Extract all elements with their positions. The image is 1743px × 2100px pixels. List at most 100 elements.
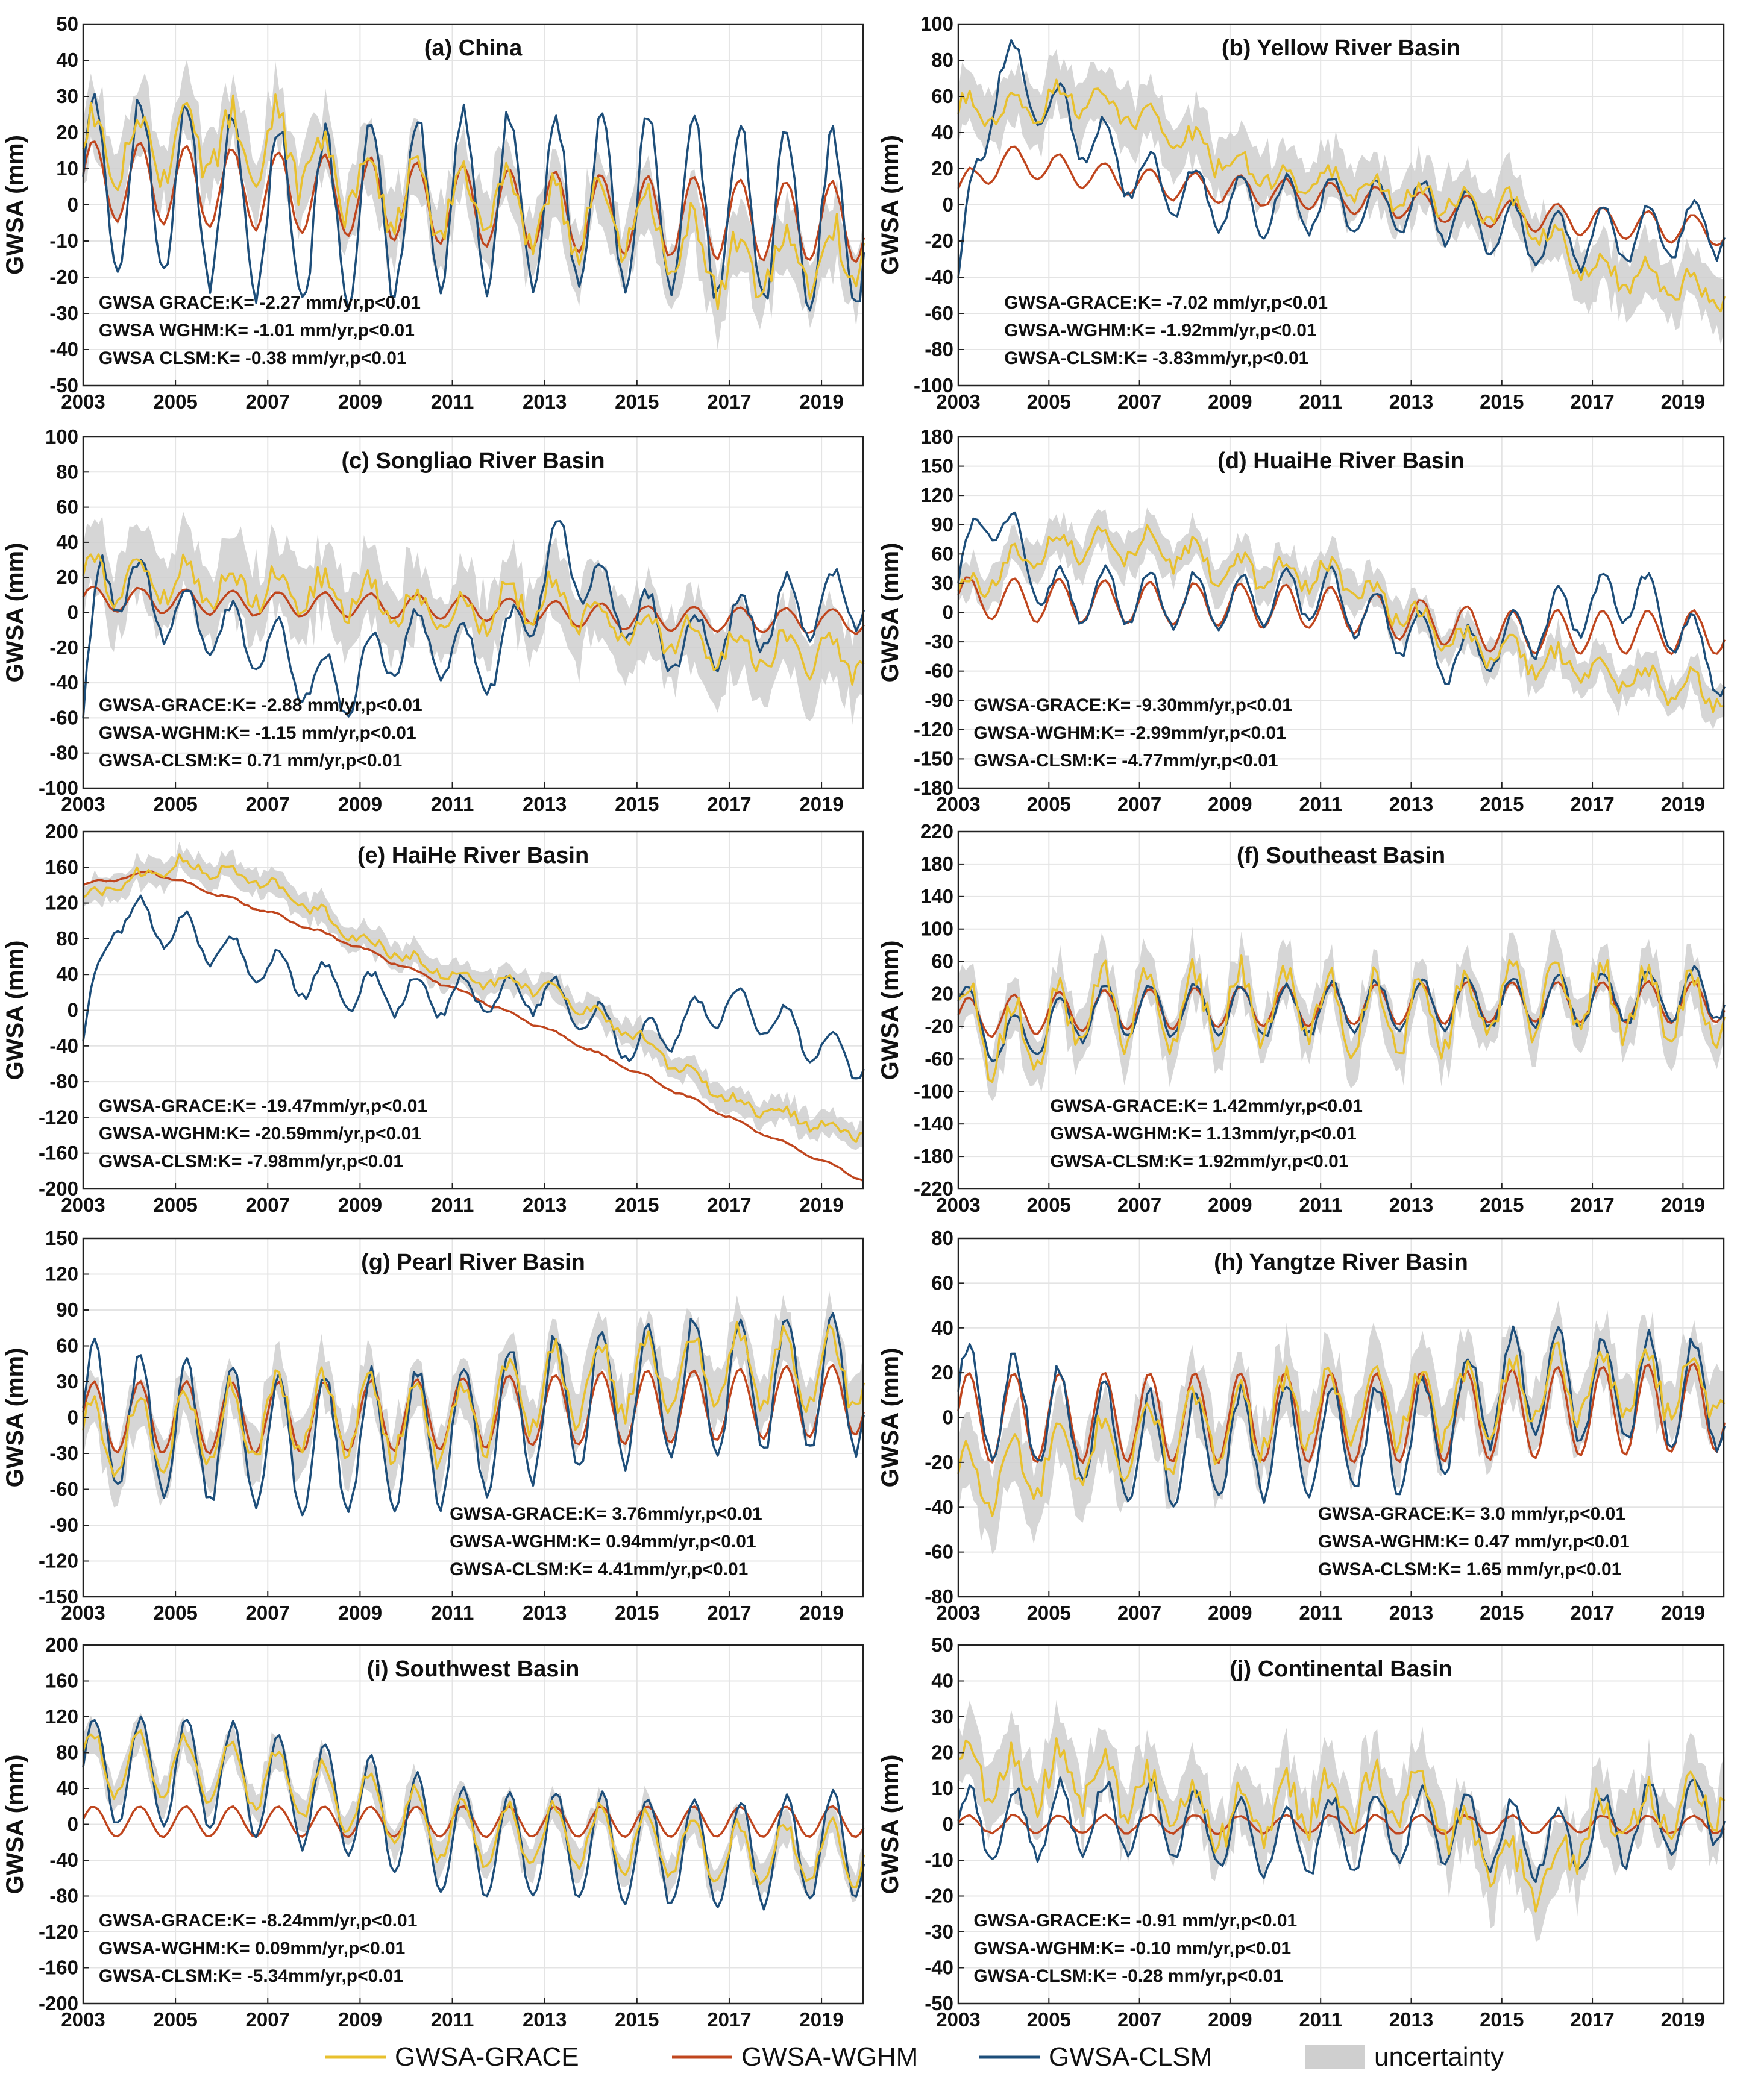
trend-annotations: GWSA-GRACE:K= -19.47mm/yr,p<0.01 GWSA-WGH… — [99, 1096, 427, 1171]
x-axis: 2003 2005 2007 2009 2011 2013 2015 2017 2019 — [61, 782, 844, 815]
x-tick-label: 2003 — [936, 2008, 980, 2031]
y-tick-label: -60 — [925, 1541, 953, 1563]
x-axis: 2003 2005 2007 2009 2011 2013 2015 2017 2019 — [61, 1183, 844, 1216]
y-tick-label: -100 — [914, 374, 953, 396]
y-tick-label: 10 — [931, 1777, 953, 1799]
y-tick-label: 30 — [56, 1370, 78, 1393]
x-tick-label: 2011 — [1299, 1194, 1342, 1216]
trend-annotation: GWSA-CLSM:K= 0.71 mm/yr,p<0.01 — [99, 751, 403, 771]
trend-annotation: GWSA-WGHM:K= 0.47 mm/yr,p<0.01 — [1318, 1532, 1630, 1552]
y-tick-label: 0 — [68, 1813, 78, 1835]
x-tick-label: 2019 — [1661, 1602, 1705, 1624]
x-tick-label: 2015 — [615, 1194, 659, 1216]
x-tick-label: 2019 — [799, 793, 843, 815]
y-axis-label: GWSA (mm) — [2, 1348, 28, 1488]
x-tick-label: 2009 — [1208, 1602, 1252, 1624]
y-axis-label: GWSA (mm) — [2, 135, 28, 275]
x-tick-label: 2013 — [523, 1194, 567, 1216]
panel-title: (b) Yellow River Basin — [1222, 36, 1460, 61]
panel-title: (e) HaiHe River Basin — [357, 843, 589, 868]
trend-annotation: GWSA-GRACE:K= -19.47mm/yr,p<0.01 — [99, 1096, 427, 1116]
y-tick-label: 150 — [920, 455, 953, 477]
x-tick-label: 2013 — [1389, 1194, 1433, 1216]
trend-annotations: GWSA-GRACE:K= 3.76mm/yr,p<0.01 GWSA-WGHM:… — [450, 1504, 762, 1579]
y-tick-label: 60 — [56, 496, 78, 518]
y-tick-label: 30 — [56, 85, 78, 107]
y-tick-label: -40 — [49, 1849, 78, 1871]
y-tick-label: -40 — [925, 1957, 953, 1979]
panel-title: (h) Yangtze River Basin — [1214, 1250, 1468, 1275]
y-tick-label: 40 — [56, 531, 78, 553]
x-tick-label: 2015 — [615, 1602, 659, 1624]
x-tick-label: 2011 — [431, 390, 474, 413]
y-tick-label: -40 — [925, 266, 953, 288]
legend-swatch-uncertainty — [1305, 2045, 1365, 2069]
x-tick-label: 2003 — [936, 1602, 980, 1624]
x-axis: 2003 2005 2007 2009 2011 2013 2015 2017 2019 — [61, 1591, 844, 1624]
trend-annotation: GWSA-CLSM:K= 1.65 mm/yr,p<0.01 — [1318, 1559, 1622, 1579]
y-tick-label: 220 — [920, 820, 953, 842]
trend-annotation: GWSA-CLSM:K= -4.77mm/yr,p<0.01 — [973, 751, 1278, 771]
x-tick-label: 2015 — [1480, 793, 1524, 815]
series-line-grace — [82, 1321, 865, 1478]
y-tick-label: -100 — [39, 777, 78, 799]
y-axis-label: GWSA (mm) — [877, 1755, 903, 1895]
y-tick-label: -20 — [925, 1015, 953, 1037]
legend-item-wghm: GWSA-WGHM — [672, 2042, 918, 2072]
x-tick-label: 2011 — [431, 1602, 474, 1624]
y-tick-label: 0 — [943, 1813, 953, 1835]
y-tick-label: 100 — [920, 13, 953, 35]
x-tick-label: 2019 — [799, 390, 843, 413]
y-axis-label: GWSA (mm) — [2, 941, 28, 1080]
x-axis: 2003 2005 2007 2009 2011 2013 2015 2017 2019 — [936, 1591, 1705, 1624]
x-tick-label: 2013 — [523, 2008, 567, 2031]
y-tick-label: -120 — [39, 1550, 78, 1572]
x-tick-label: 2003 — [61, 1194, 105, 1216]
x-tick-label: 2017 — [707, 2008, 751, 2031]
x-tick-label: 2013 — [1389, 1602, 1433, 1624]
trend-annotation: GWSA-CLSM:K= -7.98mm/yr,p<0.01 — [99, 1152, 403, 1171]
y-tick-label: -10 — [49, 230, 78, 252]
y-axis: 220 180 140 100 60 20 -20 -60 -100 -140 -180 -220 — [914, 820, 964, 1200]
series-line-grace — [82, 93, 865, 311]
y-tick-label: -60 — [49, 1478, 78, 1500]
y-axis-label: GWSA (mm) — [877, 543, 903, 683]
x-axis: 2003 2005 2007 2009 2011 2013 2015 2017 2019 — [936, 380, 1705, 413]
trend-annotations: GWSA-GRACE:K= -0.91 mm/yr,p<0.01 GWSA-WGH… — [973, 1911, 1297, 1986]
x-tick-label: 2015 — [615, 390, 659, 413]
legend: GWSA-GRACE GWSA-WGHM GWSA-CLSM uncertainty — [325, 2042, 1504, 2072]
y-tick-label: 120 — [920, 484, 953, 506]
y-tick-label: 10 — [56, 157, 78, 180]
y-tick-label: 60 — [931, 85, 953, 107]
x-tick-label: 2007 — [1117, 793, 1161, 815]
uncertainty-band — [83, 841, 864, 1150]
series-line-clsm — [957, 1776, 1726, 1884]
y-axis-label: GWSA (mm) — [877, 135, 903, 275]
y-tick-label: -160 — [39, 1142, 78, 1164]
series-line-wghm — [82, 585, 865, 636]
x-tick-label: 2017 — [707, 390, 751, 413]
y-tick-label: -30 — [925, 1920, 953, 1943]
uncertainty-band — [83, 1290, 864, 1508]
y-tick-label: -200 — [39, 1177, 78, 1200]
x-tick-label: 2011 — [1299, 2008, 1342, 2031]
y-tick-label: -120 — [914, 718, 953, 741]
x-tick-label: 2009 — [338, 1602, 382, 1624]
trend-annotations: GWSA-GRACE:K= 1.42mm/yr,p<0.01 GWSA-WGHM:… — [1050, 1096, 1363, 1171]
y-tick-label: -140 — [914, 1112, 953, 1135]
series-line-clsm — [82, 894, 865, 1080]
trend-annotation: GWSA-GRACE:K= 3.76mm/yr,p<0.01 — [450, 1504, 762, 1524]
x-axis: 2003 2005 2007 2009 2011 2013 2015 2017 2019 — [61, 380, 844, 413]
x-tick-label: 2015 — [1480, 390, 1524, 413]
y-tick-label: 0 — [943, 193, 953, 216]
x-tick-label: 2009 — [338, 2008, 382, 2031]
series-line-grace — [82, 553, 865, 686]
trend-annotation: GWSA-GRACE:K= -0.91 mm/yr,p<0.01 — [973, 1911, 1297, 1931]
grid-lines — [958, 1238, 1724, 1597]
series-line-grace — [957, 954, 1726, 1083]
y-tick-label: -60 — [925, 660, 953, 682]
